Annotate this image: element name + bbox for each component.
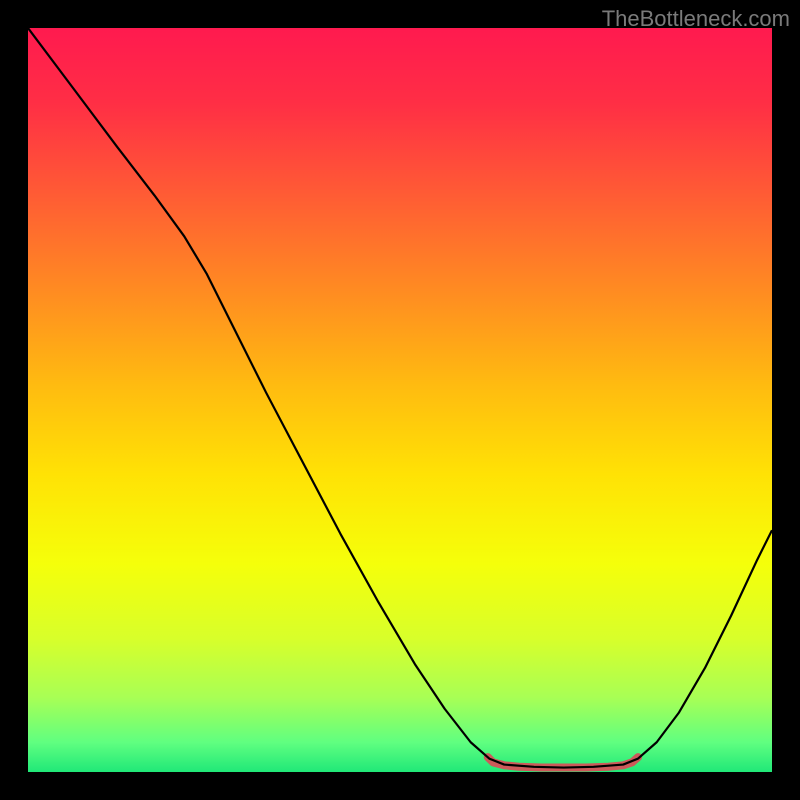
chart-background bbox=[28, 28, 772, 772]
watermark-text: TheBottleneck.com bbox=[602, 6, 790, 32]
bottleneck-chart bbox=[28, 28, 772, 772]
chart-plot-area bbox=[28, 28, 772, 772]
